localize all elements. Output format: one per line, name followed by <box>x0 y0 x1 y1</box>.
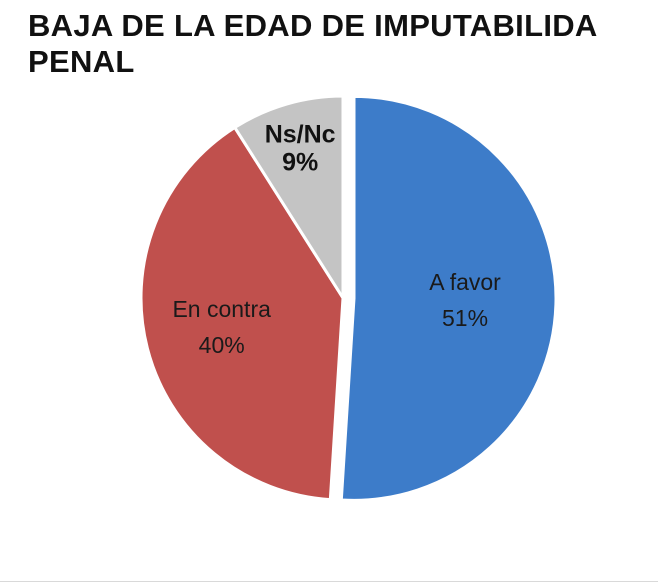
pie-slice-a-favor <box>339 94 558 502</box>
slice-value-label: 40% <box>199 332 245 358</box>
slice-label: Ns/Nc <box>265 121 336 149</box>
slice-value-label: 9% <box>282 149 318 177</box>
chart-title-line-1: BAJA DE LA EDAD DE IMPUTABILIDA <box>28 8 598 43</box>
slice-value-label: 51% <box>442 305 488 331</box>
pie-slice-ns-nc <box>233 94 345 300</box>
slice-label: En contra <box>172 296 271 322</box>
slice-label: A favor <box>429 269 501 295</box>
bottom-divider <box>0 581 658 582</box>
chart-title-line-2: PENAL <box>28 44 135 79</box>
chart-title: BAJA DE LA EDAD DE IMPUTABILIDA PENAL <box>28 8 658 80</box>
